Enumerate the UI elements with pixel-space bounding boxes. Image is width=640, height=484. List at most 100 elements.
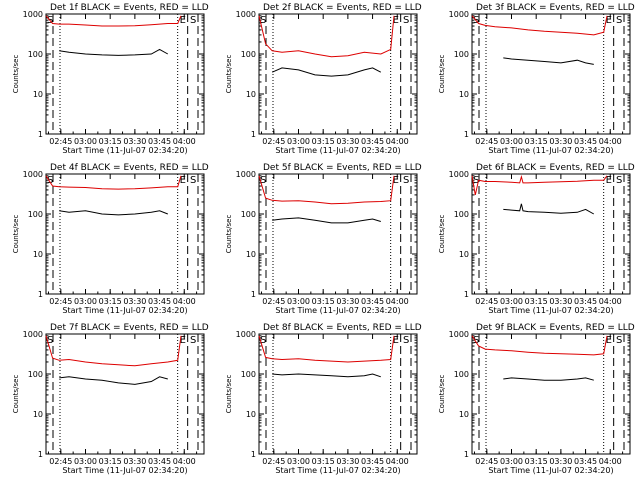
chart-title: Det 4f BLACK = Events, RED = LLD — [50, 163, 209, 173]
series-events-line — [59, 210, 168, 216]
y-tick-label: 1000 — [236, 330, 256, 339]
y-axis-label: Counts/sec — [225, 55, 233, 94]
y-axis-label: Counts/sec — [438, 375, 446, 414]
y-tick-label: 1 — [464, 290, 469, 299]
x-tick-label: 03:00 — [500, 137, 523, 146]
series-events-line — [59, 376, 168, 385]
x-axis-label: Start Time (11-Jul-07 02:34:20) — [488, 146, 613, 155]
y-tick-label: 1000 — [236, 170, 256, 179]
chart-panel-3: Det 3f BLACK = Events, RED = LLD 1 10 100 10… — [438, 3, 635, 155]
y-tick-label: 10 — [246, 250, 256, 259]
start-marker-label: S — [403, 335, 409, 346]
x-tick-label: 03:45 — [148, 457, 171, 466]
chart-panel-9: Det 9f BLACK = Events, RED = LLD 1 10 100 10… — [438, 323, 635, 475]
series-lld-line — [258, 335, 395, 363]
y-tick-label: 1 — [251, 290, 256, 299]
y-tick-label: 1 — [464, 450, 469, 459]
plot-frame — [45, 13, 205, 135]
y-tick-label: 100 — [241, 370, 256, 379]
start-marker-label: S — [616, 175, 622, 186]
y-axis-label: Counts/sec — [438, 215, 446, 254]
x-tick-label: 03:00 — [287, 297, 310, 306]
y-tick-label: 10 — [33, 250, 43, 259]
x-tick-label: 03:15 — [312, 457, 335, 466]
end-marker-label: E — [180, 175, 186, 186]
x-tick-label: 03:00 — [500, 457, 523, 466]
x-tick-label: 03:00 — [287, 457, 310, 466]
series-lld-line — [258, 15, 395, 58]
chart-title: Det 7f BLACK = Events, RED = LLD — [50, 323, 209, 333]
plot-frame — [45, 173, 205, 295]
y-tick-label: 100 — [454, 370, 469, 379]
end-marker-label: E — [393, 175, 399, 186]
x-axis-label: Start Time (11-Jul-07 02:34:20) — [488, 466, 613, 475]
start-marker-label: S — [47, 335, 53, 346]
y-axis-label: Counts/sec — [12, 55, 20, 94]
series-lld-line — [258, 175, 395, 205]
chart-panel-7: Det 7f BLACK = Events, RED = LLD 1 10 100 10… — [12, 323, 209, 475]
start-marker-label: S — [616, 15, 622, 26]
x-tick-label: 03:30 — [336, 297, 359, 306]
y-axis-label: Counts/sec — [438, 55, 446, 94]
plot-frame — [471, 173, 631, 295]
y-tick-label: 100 — [28, 370, 43, 379]
y-tick-label: 1 — [38, 290, 43, 299]
x-tick-label: 04:00 — [173, 297, 196, 306]
series-lld-line — [471, 335, 608, 356]
x-tick-label: 04:00 — [386, 297, 409, 306]
y-tick-label: 1000 — [449, 170, 469, 179]
y-axis-label: Counts/sec — [225, 215, 233, 254]
x-tick-label: 03:45 — [574, 457, 597, 466]
x-tick-label: 02:45 — [262, 297, 285, 306]
x-tick-label: 03:00 — [74, 457, 97, 466]
x-tick-label: 03:30 — [123, 137, 146, 146]
y-axis-label: Counts/sec — [12, 215, 20, 254]
y-tick-label: 100 — [28, 210, 43, 219]
series-lld-line — [471, 174, 608, 196]
start-marker-label: S — [403, 175, 409, 186]
x-axis-label: Start Time (11-Jul-07 02:34:20) — [62, 466, 187, 475]
chart-panel-6: Det 6f BLACK = Events, RED = LLD 1 10 100 10… — [438, 163, 635, 315]
plot-frame — [258, 333, 418, 455]
series-lld-line — [45, 335, 182, 367]
x-axis-label: Start Time (11-Jul-07 02:34:20) — [62, 146, 187, 155]
x-tick-label: 03:15 — [525, 297, 548, 306]
x-tick-label: 03:45 — [574, 137, 597, 146]
series-lld-line — [45, 15, 182, 27]
y-tick-label: 10 — [246, 90, 256, 99]
end-marker-label: E — [606, 335, 612, 346]
start-marker-label: S — [260, 335, 266, 346]
x-tick-label: 03:00 — [74, 137, 97, 146]
plot-frame — [258, 173, 418, 295]
chart-panel-4: Det 4f BLACK = Events, RED = LLD 1 10 100 10… — [12, 163, 209, 315]
y-tick-label: 100 — [454, 50, 469, 59]
series-events-line — [59, 48, 169, 56]
x-tick-label: 03:00 — [74, 297, 97, 306]
x-tick-label: 03:45 — [361, 297, 384, 306]
y-tick-label: 10 — [459, 90, 469, 99]
series-events-line — [272, 373, 381, 378]
chart-panel-5: Det 5f BLACK = Events, RED = LLD 1 10 100 10… — [225, 163, 422, 315]
y-tick-label: 1000 — [449, 10, 469, 19]
y-tick-label: 1000 — [23, 330, 43, 339]
x-tick-label: 03:15 — [99, 297, 122, 306]
start-marker-label: S — [403, 15, 409, 26]
x-tick-label: 03:30 — [549, 297, 572, 306]
y-axis-label: Counts/sec — [225, 375, 233, 414]
series-lld-line — [471, 15, 608, 36]
start-marker-label: S — [616, 335, 622, 346]
x-tick-label: 03:30 — [123, 457, 146, 466]
chart-title: Det 9f BLACK = Events, RED = LLD — [476, 323, 635, 333]
chart-panel-8: Det 8f BLACK = Events, RED = LLD 1 10 100 10… — [225, 323, 422, 475]
x-tick-label: 04:00 — [599, 457, 622, 466]
y-tick-label: 1 — [38, 130, 43, 139]
y-tick-label: 100 — [28, 50, 43, 59]
start-marker-label: S — [190, 15, 196, 26]
end-marker-label: E — [180, 335, 186, 346]
y-tick-label: 1 — [464, 130, 469, 139]
chart-title: Det 6f BLACK = Events, RED = LLD — [476, 163, 635, 173]
x-tick-label: 03:45 — [148, 297, 171, 306]
y-tick-label: 100 — [454, 210, 469, 219]
start-marker-label: S — [473, 335, 479, 346]
y-tick-label: 1 — [38, 450, 43, 459]
